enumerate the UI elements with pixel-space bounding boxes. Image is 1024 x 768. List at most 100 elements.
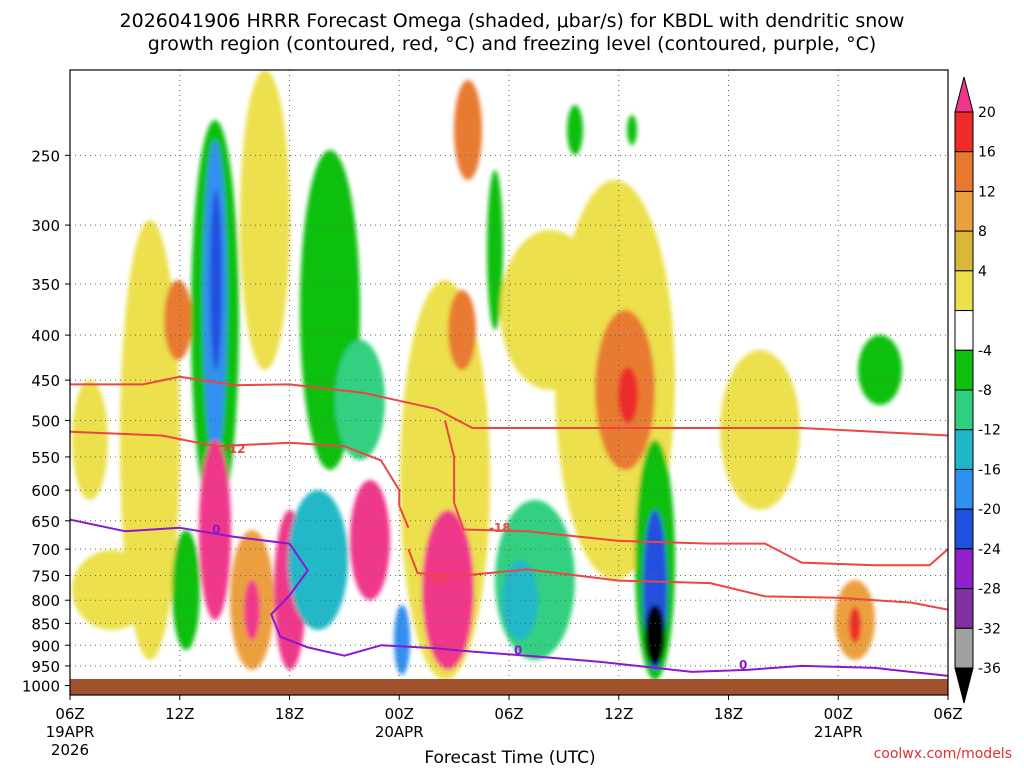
credit-text: coolwx.com/models (874, 746, 1012, 762)
x-tick-label: 00Z (385, 705, 414, 723)
omega-blob (210, 190, 222, 370)
omega-blob (164, 280, 192, 360)
y-tick-label: 400 (31, 327, 60, 345)
colorbar-label: 4 (978, 264, 987, 280)
x-tick-label: 12Z (165, 705, 194, 723)
colorbar-box (954, 508, 974, 550)
x-date-label: 20APR (375, 723, 424, 741)
contour-dendritic-minus12-upper (70, 430, 410, 529)
y-tick-label: 800 (31, 592, 60, 610)
y-tick-label: 1000 (22, 678, 60, 696)
omega-blob (858, 335, 902, 405)
omega-blob (448, 290, 476, 370)
colorbar-label: 20 (978, 105, 996, 121)
y-tick-label: 550 (31, 449, 60, 467)
gridlines (70, 70, 948, 695)
colorbar-box (954, 310, 974, 351)
x-date-label: 21APR (814, 723, 863, 741)
x-axis-title: Forecast Time (UTC) (424, 748, 595, 768)
y-tick-label: 850 (31, 615, 60, 633)
omega-blob (199, 440, 231, 620)
omega-blob (618, 367, 638, 423)
omega-blob (244, 580, 260, 640)
omega-blob (720, 350, 800, 510)
x-tick-label: 00Z (824, 705, 853, 723)
chart-title-line-1: 2026041906 HRRR Forecast Omega (shaded, … (120, 10, 905, 32)
colorbar-label: -8 (978, 383, 992, 399)
x-tick-label: 12Z (604, 705, 633, 723)
colorbar-label: 16 (978, 145, 996, 161)
contour-freezing-level-0 (70, 518, 948, 677)
colorbar-label: -20 (978, 502, 1001, 518)
terrain-ground (70, 679, 948, 695)
colorbar-bottom-arrow (954, 667, 974, 704)
colorbar-label: -28 (978, 582, 1001, 598)
colorbar-label: -12 (978, 423, 1001, 439)
omega-blob (335, 340, 385, 460)
y-tick-label: 600 (31, 482, 60, 500)
y-tick-label: 950 (31, 658, 60, 676)
contours: -12 -18 -12 0 0 0 (70, 375, 948, 677)
omega-blob (422, 510, 474, 670)
y-tick-label: 350 (31, 276, 60, 294)
x-year-label: 2026 (51, 741, 89, 759)
colorbar-label: -24 (978, 542, 1001, 558)
omega-blob (288, 490, 348, 630)
omega-blob (454, 80, 482, 180)
contour-dendritic-minus18 (444, 420, 948, 567)
x-tick-label: 06Z (55, 705, 84, 723)
colorbar-top-arrow (954, 76, 974, 113)
colorbar-box (954, 588, 974, 629)
colorbar-box (954, 548, 974, 590)
x-tick-label: 18Z (714, 705, 743, 723)
contour-label: 0 (739, 658, 747, 672)
y-tick-label: 650 (31, 513, 60, 531)
omega-blob (627, 115, 637, 145)
colorbar-box (954, 468, 974, 510)
omega-shading (72, 70, 902, 680)
y-tick-label: 500 (31, 412, 60, 430)
contour-label: -12 (425, 573, 447, 587)
y-axis: 250 300 350 400 450 500 550 600 650 700 750 800 850 9… (22, 147, 70, 696)
y-tick-label: 250 (31, 147, 60, 165)
contour-label: 0 (514, 643, 522, 657)
omega-blob (240, 70, 290, 370)
colorbar-label: 12 (978, 184, 996, 200)
x-date-label: 19APR (46, 723, 95, 741)
chart-title-line-2: growth region (contoured, red, °C) and f… (148, 33, 877, 55)
contour-label: 0 (212, 523, 220, 537)
colorbar-box (954, 270, 974, 312)
omega-blob (394, 605, 410, 675)
omega-blob (350, 480, 390, 600)
colorbar-box (954, 349, 974, 391)
colorbar-box (954, 429, 974, 470)
omega-blob (172, 530, 200, 650)
colorbar-label: -16 (978, 462, 1001, 478)
colorbar-label: -4 (978, 343, 992, 359)
omega-blob (567, 105, 583, 155)
omega-blob (72, 550, 152, 630)
omega-blob (487, 170, 503, 330)
colorbar-box (954, 230, 974, 272)
colorbar-box (954, 190, 974, 232)
x-tick-label: 18Z (275, 705, 304, 723)
colorbar-box (954, 151, 974, 192)
omega-blob (645, 605, 665, 665)
colorbar-label: 8 (978, 224, 987, 240)
colorbar-label: -36 (978, 661, 1001, 677)
y-tick-label: 300 (31, 217, 60, 235)
colorbar-box (954, 389, 974, 431)
y-tick-label: 900 (31, 637, 60, 655)
contour-label: -12 (224, 442, 246, 456)
omega-blob (849, 607, 861, 643)
omega-blob (72, 380, 108, 500)
colorbar-box (954, 627, 974, 669)
y-tick-label: 700 (31, 541, 60, 559)
colorbar: 20 16 12 8 4 -4 -8 -12 -16 -20 -24 -28 -32 -36 (954, 76, 1001, 704)
colorbar-label: -32 (978, 621, 1001, 637)
x-tick-label: 06Z (494, 705, 523, 723)
colorbar-box (954, 111, 974, 153)
x-tick-label: 06Z (933, 705, 962, 723)
